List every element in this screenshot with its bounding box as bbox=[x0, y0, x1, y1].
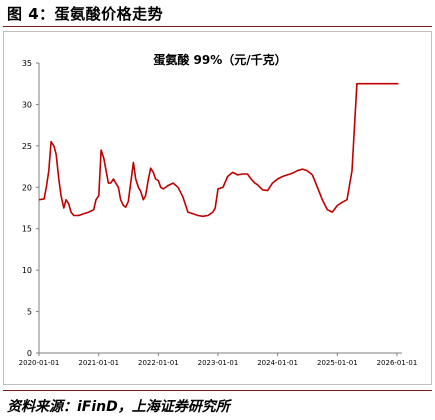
x-tick-label: 2023-01-01 bbox=[198, 359, 239, 367]
y-tick-label: 5 bbox=[27, 308, 32, 317]
x-tick-label: 2026-01-01 bbox=[377, 359, 418, 367]
series-line-methionine bbox=[38, 82, 399, 218]
y-tick-label: 25 bbox=[22, 142, 32, 151]
chart-axes bbox=[38, 63, 402, 354]
source-rule bbox=[3, 390, 432, 391]
x-tick-label: 2024-01-01 bbox=[257, 359, 298, 367]
x-tick-label: 2022-01-01 bbox=[138, 359, 179, 367]
y-tick-label: 0 bbox=[27, 349, 32, 358]
title-rule bbox=[3, 26, 432, 27]
y-tick-label: 10 bbox=[22, 266, 32, 275]
chart-title: 蛋氨酸 99%（元/千克） bbox=[153, 52, 286, 67]
x-tick-label: 2025-01-01 bbox=[317, 359, 358, 367]
y-tick-label: 35 bbox=[22, 59, 32, 68]
x-tick-label: 2020-01-01 bbox=[19, 359, 60, 367]
source-note: 资料来源：iFinD，上海证券研究所 bbox=[7, 399, 230, 415]
x-tick-label: 2021-01-01 bbox=[78, 359, 119, 367]
chart-frame bbox=[3, 31, 432, 385]
y-tick-label: 20 bbox=[22, 183, 32, 192]
y-axis-ticks: 0 5 10 15 20 25 30 35 bbox=[22, 59, 39, 358]
y-tick-label: 30 bbox=[22, 100, 32, 109]
x-axis-ticks: 2020-01-01 2021-01-01 2022-01-01 2023-01-01… bbox=[19, 353, 418, 367]
figure-title: 图 4：蛋氨酸价格走势 bbox=[7, 5, 164, 23]
y-tick-label: 15 bbox=[22, 225, 32, 234]
